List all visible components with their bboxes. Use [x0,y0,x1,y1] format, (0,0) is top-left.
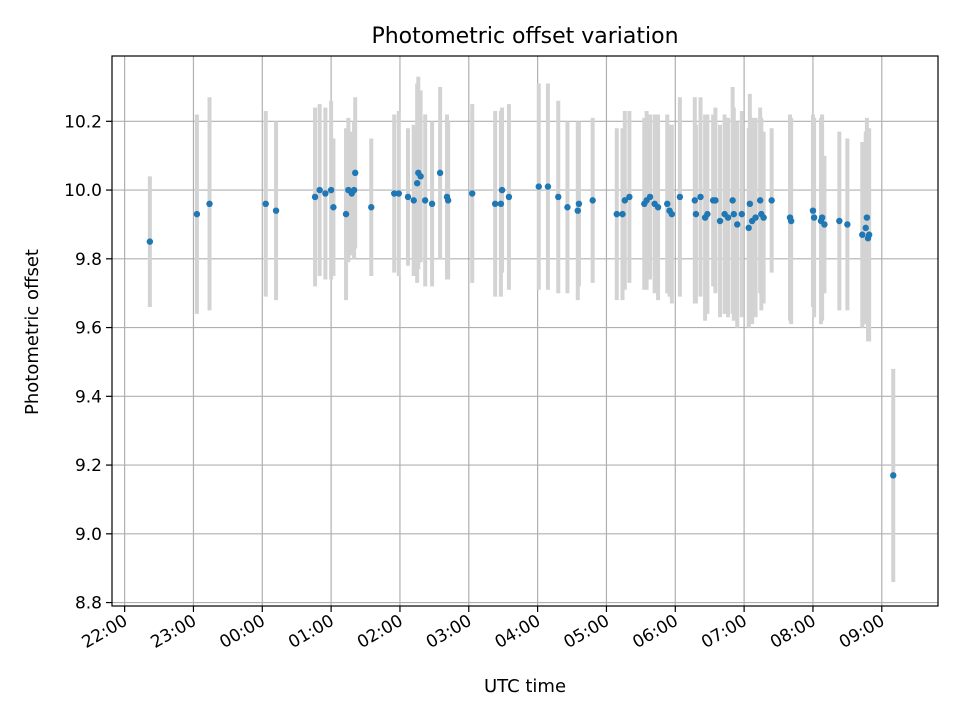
data-point [704,210,711,218]
data-point [692,210,700,218]
data-point [368,204,375,211]
data-point [738,210,746,218]
data-point [730,210,737,218]
data-point [404,193,412,201]
data-point [417,173,424,180]
data-point [316,186,323,194]
data-point [330,204,337,211]
y-tick-label: 9.8 [75,250,102,270]
data-point [760,214,767,221]
data-point [859,231,866,238]
data-point [712,197,719,204]
data-point [752,214,759,221]
data-point [664,200,671,208]
data-point [746,200,754,208]
data-point [544,183,552,190]
data-point [342,210,350,218]
data-point [613,210,620,218]
data-point [716,217,724,225]
data-point [410,197,417,204]
data-point [491,200,499,208]
data-point [206,200,213,208]
data-point [756,197,764,204]
data-point [863,214,871,221]
data-point [391,190,398,197]
data-points [146,169,897,479]
data-point [809,207,817,214]
data-point [311,193,319,201]
data-point [272,207,280,214]
y-tick-label: 8.8 [75,594,102,614]
data-point [691,197,698,204]
data-point [621,197,629,204]
data-point [574,207,581,214]
data-point [676,193,684,201]
data-point [646,193,654,201]
data-point [436,169,444,177]
data-point [498,186,506,194]
data-point [395,190,403,197]
data-point [428,200,436,208]
data-point [555,193,562,201]
data-point [768,197,775,204]
data-point [734,221,741,228]
data-point [262,200,269,208]
data-point [564,204,571,211]
data-point [322,190,329,197]
data-point [810,214,818,221]
data-point [146,238,154,245]
data-point [413,179,421,187]
data-point [654,204,662,211]
data-point [193,210,201,218]
data-point [821,221,828,228]
data-point [352,169,359,177]
data-point [327,186,335,194]
data-point [619,210,626,218]
data-point [724,214,732,221]
data-point [697,193,704,201]
y-tick-label: 9.0 [75,525,102,545]
y-tick-label: 9.2 [75,456,102,476]
data-point [350,186,358,194]
data-point [421,197,429,204]
data-point [444,197,452,204]
data-point [818,214,826,221]
y-tick-label: 9.6 [75,319,102,339]
data-point [729,197,736,204]
chart-title: Photometric offset variation [371,24,678,49]
y-tick-label: 10.0 [64,181,102,201]
y-tick-label: 9.4 [75,387,102,407]
data-point [668,210,676,218]
data-point [626,193,633,201]
data-point [589,197,596,204]
data-point [505,193,513,201]
data-point [844,221,851,228]
plot-frame [111,55,939,607]
data-point [787,217,795,225]
data-point [575,200,583,208]
data-point [745,224,752,232]
y-tick-label: 10.2 [64,112,102,132]
data-point [890,472,897,479]
data-point [497,200,505,208]
y-axis-label: Photometric offset [22,249,43,415]
data-point [865,231,873,238]
x-axis-label: UTC time [484,676,566,697]
data-point [535,183,542,190]
data-point [469,190,476,197]
data-point [836,217,843,225]
data-point [862,224,869,232]
